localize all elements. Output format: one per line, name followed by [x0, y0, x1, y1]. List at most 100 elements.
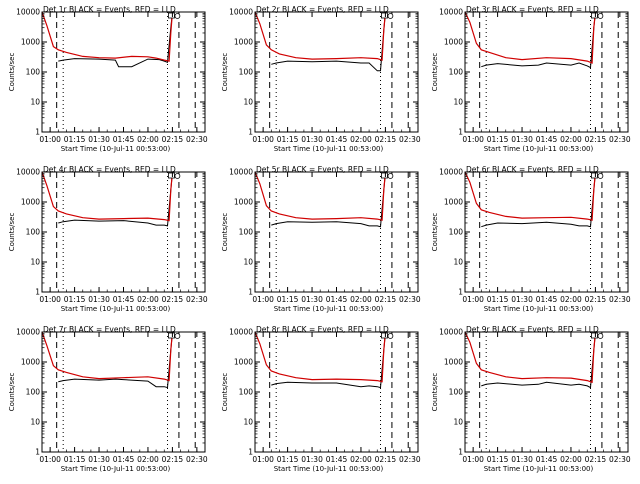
chart-title: Det 9r BLACK = Events, RED = LLD	[466, 325, 599, 334]
x-tick-label: 01:30	[88, 455, 110, 464]
marker-circle	[174, 13, 181, 19]
y-tick-label: 1	[248, 448, 253, 457]
x-tick-label: 01:00	[462, 295, 484, 304]
x-tick-label: 01:00	[39, 455, 61, 464]
y-tick-label: 10000	[229, 8, 253, 17]
y-tick-label: 100	[26, 388, 41, 397]
x-tick-label: 01:45	[113, 135, 135, 144]
x-tick-label: 01:00	[462, 135, 484, 144]
y-tick-label: 10	[243, 418, 253, 427]
y-tick-label: 10000	[229, 328, 253, 337]
x-axis-label: Start Time (10-Jul-11 00:53:00)	[484, 465, 594, 473]
plot-frame	[464, 11, 629, 133]
y-tick-label: 1	[35, 128, 40, 137]
x-axis-label: Start Time (10-Jul-11 00:53:00)	[61, 305, 171, 313]
y-tick-label: 100	[239, 228, 254, 237]
x-tick-label: 02:15	[162, 295, 184, 304]
marker-box	[591, 172, 598, 179]
x-tick-label: 01:00	[252, 295, 274, 304]
series-line-lld	[464, 11, 596, 64]
marker-box	[167, 332, 175, 339]
x-tick-label: 01:45	[113, 455, 135, 464]
x-tick-label: 01:00	[252, 135, 274, 144]
y-tick-label: 10000	[16, 328, 40, 337]
y-tick-label: 1	[458, 448, 463, 457]
plot-frame	[41, 11, 206, 133]
y-axis-label: Counts/sec	[221, 53, 229, 92]
x-tick-label: 01:15	[487, 135, 509, 144]
x-tick-label: 02:15	[585, 455, 607, 464]
y-tick-label: 1000	[234, 38, 253, 47]
x-tick-label: 01:15	[64, 135, 86, 144]
y-axis-label: Counts/sec	[431, 53, 439, 92]
y-tick-label: 10000	[439, 168, 463, 177]
y-tick-label: 100	[449, 68, 464, 77]
series-line-events	[481, 172, 596, 228]
plot-frame	[254, 331, 419, 453]
x-tick-label: 02:30	[399, 295, 421, 304]
series-line-lld	[464, 171, 596, 221]
y-axis-label: Counts/sec	[8, 373, 16, 412]
y-tick-label: 10	[453, 258, 463, 267]
y-tick-label: 100	[26, 228, 41, 237]
x-tick-label: 01:45	[326, 455, 348, 464]
x-tick-label: 01:30	[511, 295, 533, 304]
y-axis-label: Counts/sec	[221, 373, 229, 412]
x-tick-label: 01:30	[301, 295, 323, 304]
y-tick-label: 1	[458, 288, 463, 297]
x-tick-label: 01:00	[39, 135, 61, 144]
x-tick-label: 01:15	[487, 455, 509, 464]
x-tick-label: 01:45	[536, 455, 558, 464]
x-axis-label: Start Time (10-Jul-11 00:53:00)	[274, 465, 384, 473]
marker-box	[380, 12, 388, 19]
y-tick-label: 1000	[444, 198, 463, 207]
series-line-lld	[254, 171, 386, 221]
y-tick-label: 1000	[234, 198, 253, 207]
y-tick-label: 1000	[21, 198, 40, 207]
series-line-lld	[254, 11, 386, 61]
x-axis-label: Start Time (10-Jul-11 00:53:00)	[274, 305, 384, 313]
y-tick-label: 10	[30, 418, 40, 427]
y-tick-label: 10	[243, 258, 253, 267]
y-tick-label: 10	[453, 418, 463, 427]
x-tick-label: 01:15	[64, 295, 86, 304]
x-tick-label: 01:15	[487, 295, 509, 304]
marker-box	[591, 12, 598, 19]
plot-frame	[254, 11, 419, 133]
x-tick-label: 01:00	[252, 455, 274, 464]
plot-frame	[41, 171, 206, 293]
x-tick-label: 02:00	[350, 455, 372, 464]
marker-box	[380, 332, 388, 339]
series-line-events	[481, 12, 596, 69]
x-tick-label: 02:15	[162, 135, 184, 144]
series-line-events	[271, 172, 386, 228]
series-line-lld	[464, 331, 596, 384]
marker-box	[167, 172, 175, 179]
x-tick-label: 02:00	[560, 295, 582, 304]
chart-title: Det 8r BLACK = Events, RED = LLD	[256, 325, 389, 334]
series-line-events	[58, 172, 173, 227]
y-tick-label: 100	[239, 388, 254, 397]
y-axis-label: Counts/sec	[431, 373, 439, 412]
x-tick-label: 01:45	[326, 135, 348, 144]
chart-panel: 1 10 100 1000 10000 01:00 01:15 01:30 01:45 02:00…	[431, 5, 631, 153]
marker-circle	[387, 13, 394, 19]
y-axis-label: Counts/sec	[8, 213, 16, 252]
marker-circle	[597, 173, 604, 179]
marker-circle	[174, 333, 181, 339]
x-tick-label: 02:00	[560, 135, 582, 144]
x-tick-label: 01:15	[277, 295, 299, 304]
y-tick-label: 10000	[16, 168, 40, 177]
x-tick-label: 02:15	[585, 295, 607, 304]
x-tick-label: 02:00	[137, 455, 159, 464]
y-tick-label: 100	[26, 68, 41, 77]
x-tick-label: 02:30	[609, 295, 631, 304]
marker-box	[167, 12, 175, 19]
x-tick-label: 01:30	[511, 135, 533, 144]
x-tick-label: 02:30	[609, 135, 631, 144]
series-line-lld	[41, 11, 173, 62]
chart-panel: 1 10 100 1000 10000 01:00 01:15 01:30 01:45 02:00…	[8, 5, 208, 153]
x-tick-label: 01:45	[536, 295, 558, 304]
marker-circle	[597, 13, 604, 19]
